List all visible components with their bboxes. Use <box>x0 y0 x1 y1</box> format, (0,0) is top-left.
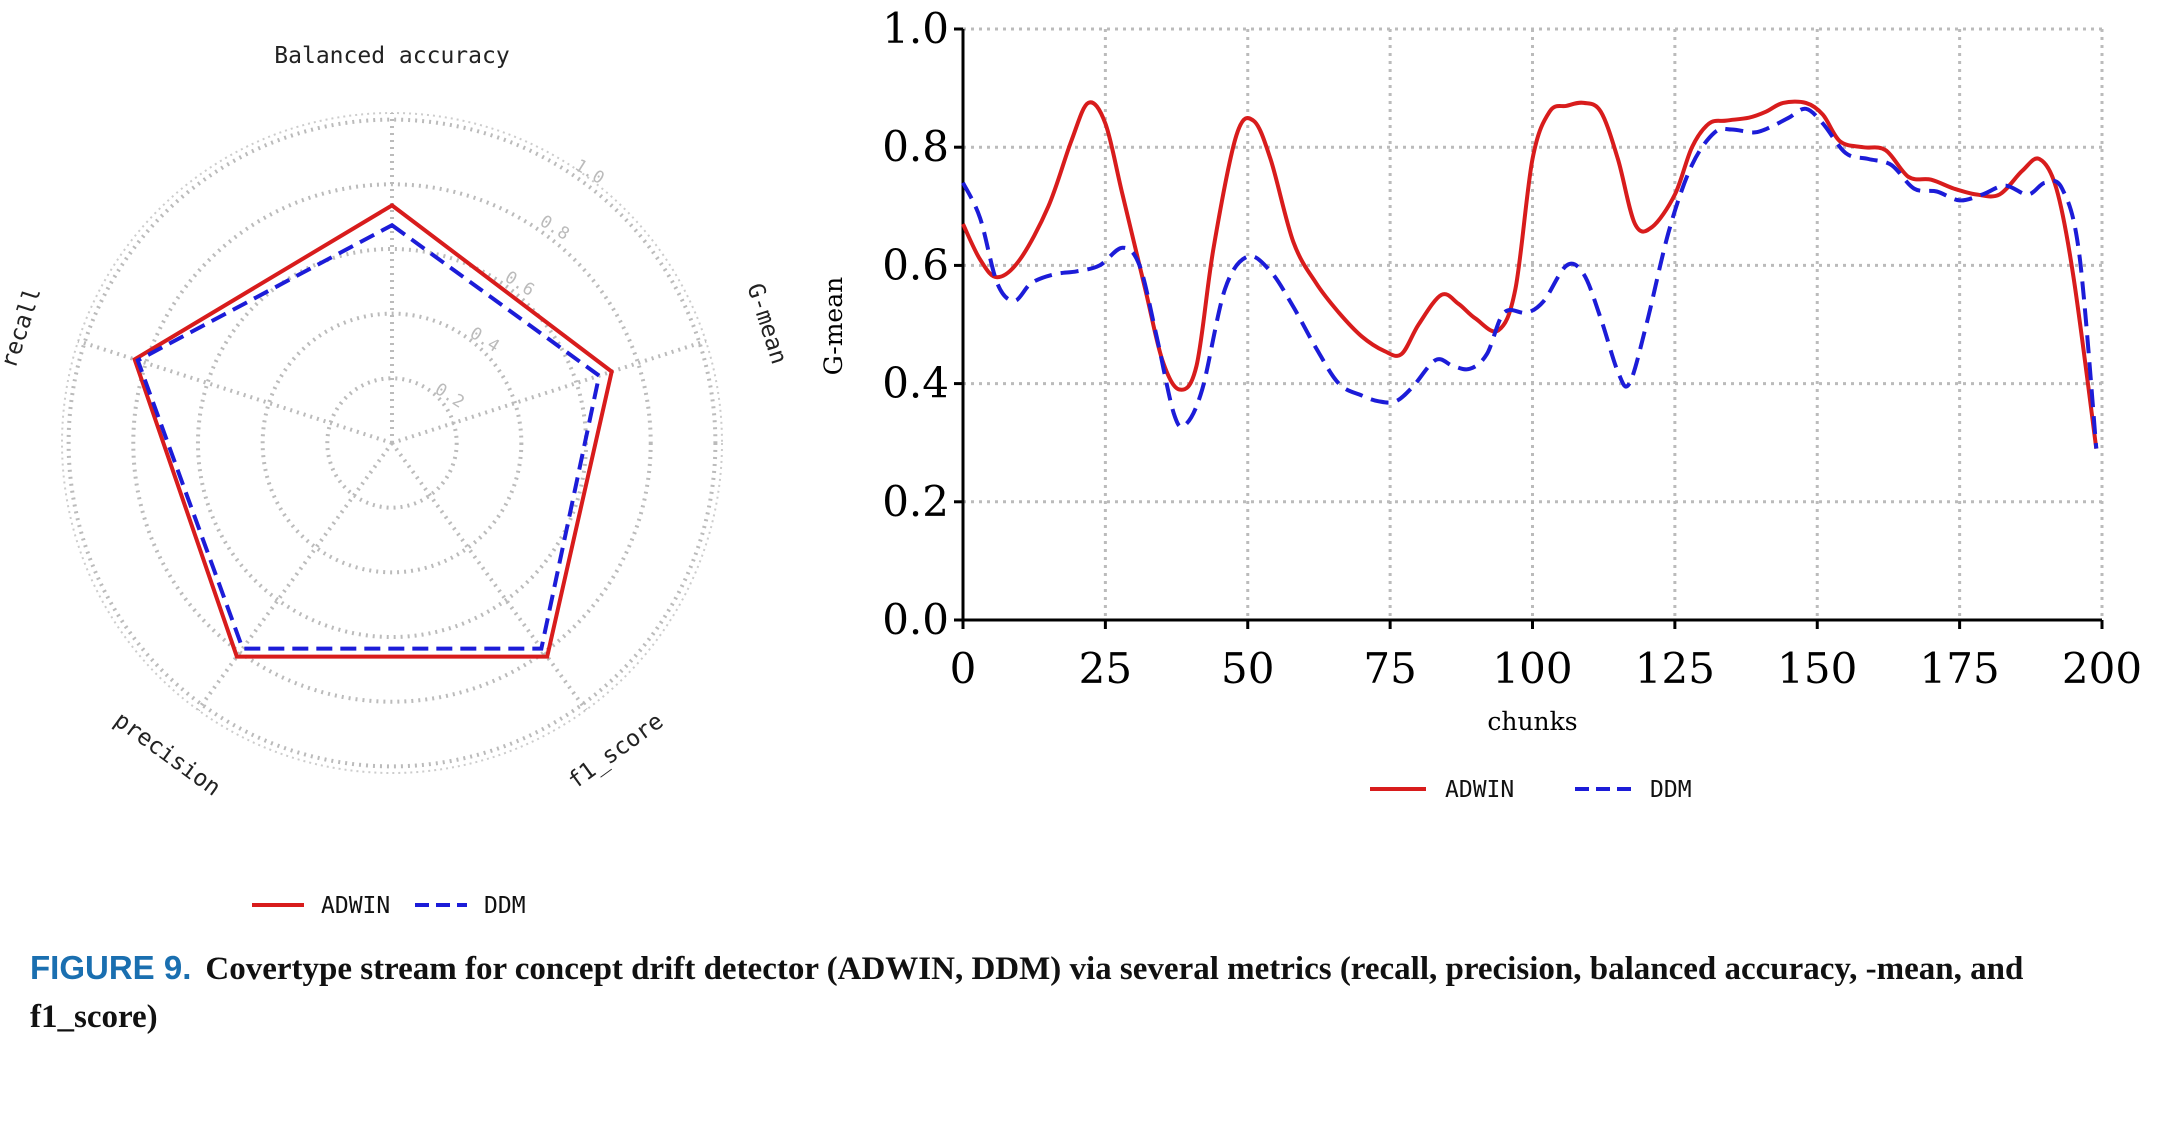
x-tick-label: 100 <box>1492 644 1572 693</box>
y-tick-label: 0.8 <box>882 122 949 171</box>
radar-axis-label: precision <box>109 707 225 801</box>
radar-axis-label: G-mean <box>741 280 791 367</box>
x-axis-title: chunks <box>1487 707 1577 736</box>
radar-spoke <box>196 441 394 712</box>
figure-caption: FIGURE 9. Covertype stream for concept dr… <box>30 944 2140 1041</box>
x-tick-label: 125 <box>1635 644 1715 693</box>
figure-label: FIGURE 9. <box>30 949 192 986</box>
radar-chart: 0.2 0.4 0.6 0.8 1.0 Balanced accuracy G-mean f1… <box>0 43 792 919</box>
radar-grid-ring <box>66 117 718 769</box>
radar-axis-label: Balanced accuracy <box>274 43 509 69</box>
x-tick-label: 200 <box>2062 644 2142 693</box>
x-tick-label: 175 <box>1920 644 2000 693</box>
radar-spoke <box>390 441 588 712</box>
radar-spoke <box>77 339 393 445</box>
y-axis-title: G-mean <box>819 277 848 375</box>
x-tick-label: 150 <box>1777 644 1857 693</box>
radar-legend-label: DDM <box>484 893 526 919</box>
line-series-adwin <box>961 99 2099 449</box>
y-tick-label: 0.6 <box>882 240 949 289</box>
radar-r-tick-label: 0.8 <box>536 211 573 244</box>
x-tick-label: 25 <box>1079 644 1132 693</box>
line-chart: 0 25 50 75 100 125 150 175 200 0.0 0.2 0.4 0.6 0.8 1.0… <box>819 4 2142 803</box>
radar-grid-ring <box>131 182 653 704</box>
radar-axis-label: f1_score <box>563 708 668 794</box>
line-series-ddm <box>961 106 2099 449</box>
radar-legend-label: ADWIN <box>321 893 390 919</box>
x-tick-label: 50 <box>1221 644 1274 693</box>
radar-r-tick-label: 0.2 <box>431 379 468 412</box>
y-tick-label: 1.0 <box>882 4 949 53</box>
line-legend-label: ADWIN <box>1445 777 1514 803</box>
radar-grid-ring <box>260 311 524 575</box>
radar-r-tick-label: 0.4 <box>466 323 503 356</box>
y-tick-label: 0.2 <box>882 477 949 526</box>
radar-grid-ring <box>325 376 459 510</box>
radar-outer-circle <box>61 112 723 774</box>
x-tick-label: 0 <box>950 644 977 693</box>
x-tick-label: 75 <box>1363 644 1416 693</box>
line-legend-label: DDM <box>1650 777 1692 803</box>
radar-axis-label: recall <box>0 284 47 371</box>
y-tick-label: 0.0 <box>882 595 949 644</box>
radar-r-tick-label: 0.6 <box>501 267 538 300</box>
radar-series-ddm <box>135 222 602 651</box>
y-tick-label: 0.4 <box>882 359 949 408</box>
radar-spoke <box>391 339 707 445</box>
radar-r-tick-label: 1.0 <box>571 156 608 189</box>
radar-series-adwin <box>132 202 614 659</box>
caption-text: Covertype stream for concept drift detec… <box>30 951 2024 1035</box>
